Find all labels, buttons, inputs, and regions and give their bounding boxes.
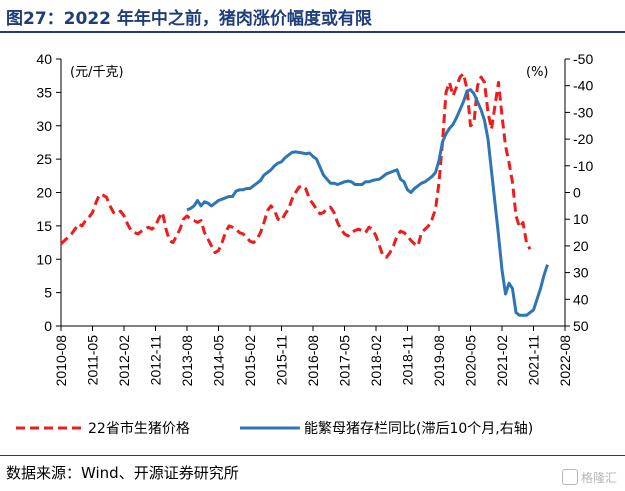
y-right-tick-label: 10 [573, 211, 589, 227]
y-right-tick-label: -10 [573, 158, 593, 174]
watermark-logo-icon [561, 469, 578, 485]
x-tick-label: 2012-02 [116, 335, 132, 387]
y-right-unit: (%) [526, 65, 549, 80]
series-line-pig-price [59, 72, 532, 259]
legend-label-pig-price: 22省市生猪价格 [88, 420, 190, 437]
y-left-tick-label: 30 [36, 118, 52, 134]
y-left-tick-label: 15 [36, 218, 52, 234]
x-tick-label: 2022-08 [557, 335, 573, 387]
y-left-tick-label: 20 [36, 185, 52, 201]
x-tick-label: 2020-05 [463, 335, 479, 387]
y-left-tick-label: 0 [44, 318, 52, 334]
y-left-unit: (元/千克) [70, 65, 124, 80]
source-note: 数据来源：Wind、开源证券研究所 [6, 464, 239, 482]
y-right-tick-label: 30 [573, 265, 589, 281]
y-left-tick-label: 40 [36, 51, 52, 67]
watermark-text: 格隆汇 [580, 471, 617, 485]
title-divider [0, 31, 625, 33]
y-left-tick-label: 10 [36, 251, 52, 267]
x-tick-label: 2014-05 [211, 335, 227, 387]
y-right-tick-label: -30 [573, 104, 593, 120]
watermark: 格隆汇 [561, 469, 617, 486]
y-right-tick-label: 50 [573, 318, 589, 334]
x-tick-label: 2012-11 [148, 335, 164, 386]
chart-title: 图27：2022 年年中之前，猪肉涨价幅度或有限 [6, 9, 372, 29]
x-tick-label: 2019-08 [431, 335, 447, 387]
x-tick-label: 2021-02 [494, 335, 510, 387]
y-right-tick-label: -20 [573, 131, 593, 147]
y-left-tick-label: 35 [36, 84, 52, 100]
x-tick-label: 2013-08 [179, 335, 195, 387]
x-tick-label: 2016-08 [305, 335, 321, 387]
x-tick-label: 2011-05 [85, 335, 101, 386]
y-right-tick-label: 40 [573, 291, 589, 307]
series-line-sow-yoy [186, 88, 549, 317]
y-right-tick-label: 0 [573, 185, 581, 201]
y-left-tick-label: 25 [36, 151, 52, 167]
source-divider [0, 455, 625, 456]
x-tick-label: 2018-02 [368, 335, 384, 387]
x-tick-label: 2015-02 [242, 335, 258, 387]
y-right-tick-label: -40 [573, 78, 593, 94]
x-tick-label: 2021-11 [526, 335, 542, 386]
x-tick-label: 2017-05 [337, 335, 353, 387]
y-right-tick-label: 20 [573, 238, 589, 254]
y-left-tick-label: 5 [44, 285, 52, 301]
x-tick-label: 2015-11 [274, 335, 290, 386]
x-tick-label: 2018-11 [400, 335, 416, 386]
legend-label-sow-yoy: 能繁母猪存栏同比(滞后10个月,右轴) [304, 421, 533, 437]
y-right-tick-label: -50 [573, 51, 593, 67]
x-tick-label: 2010-08 [53, 335, 69, 387]
